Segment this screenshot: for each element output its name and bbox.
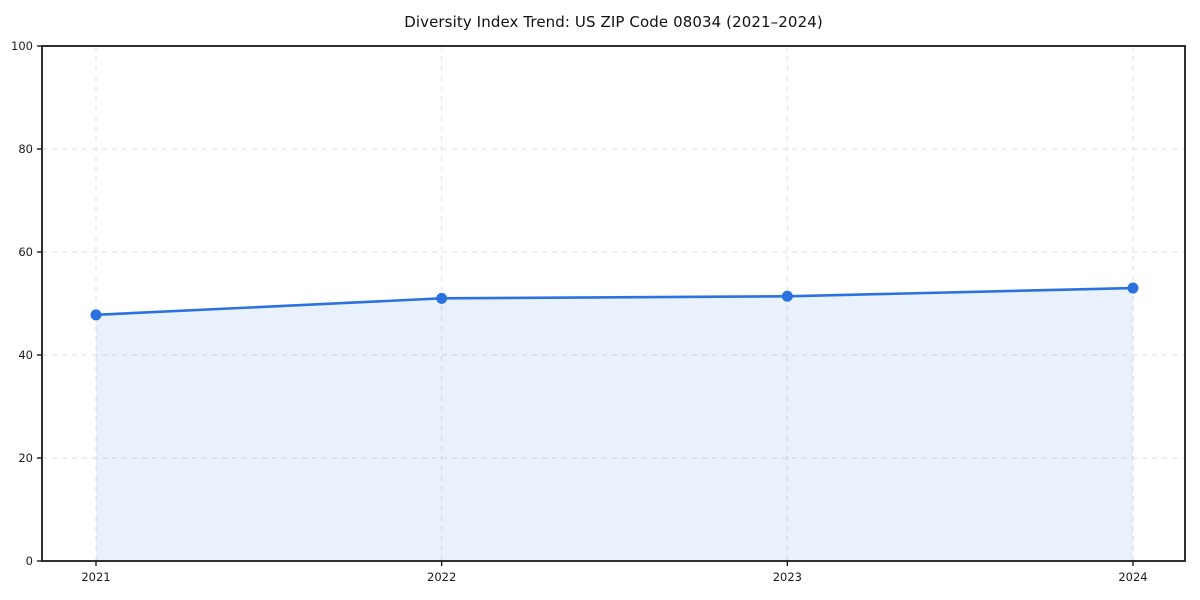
y-tick-label: 100 (11, 39, 33, 53)
data-markers (90, 282, 1139, 321)
y-tick-label: 80 (18, 142, 33, 156)
y-tick-label: 0 (26, 554, 33, 568)
y-tick-label: 20 (18, 451, 33, 465)
y-tick-label: 40 (18, 348, 33, 362)
axes-spines (41, 45, 1186, 562)
data-line (94, 286, 1135, 317)
tick-marks (37, 45, 1134, 566)
y-tick-label: 60 (18, 245, 33, 259)
x-tick-label: 2022 (427, 570, 456, 584)
series-area (96, 288, 1133, 561)
x-tick-label: 2023 (773, 570, 802, 584)
plot-border (41, 45, 1186, 562)
tick-labels: 0 20 40 60 80 100 2021 2022 2023 2024 (11, 39, 1148, 584)
data-point-marker (436, 292, 448, 304)
series-line (94, 286, 1135, 317)
data-point-marker (1127, 282, 1139, 294)
area-fill (96, 288, 1133, 561)
data-point-marker (781, 290, 793, 302)
x-tick-label: 2024 (1118, 570, 1147, 584)
data-point-marker (90, 309, 102, 321)
x-tick-label: 2021 (81, 570, 110, 584)
chart-title: Diversity Index Trend: US ZIP Code 08034… (404, 13, 823, 31)
